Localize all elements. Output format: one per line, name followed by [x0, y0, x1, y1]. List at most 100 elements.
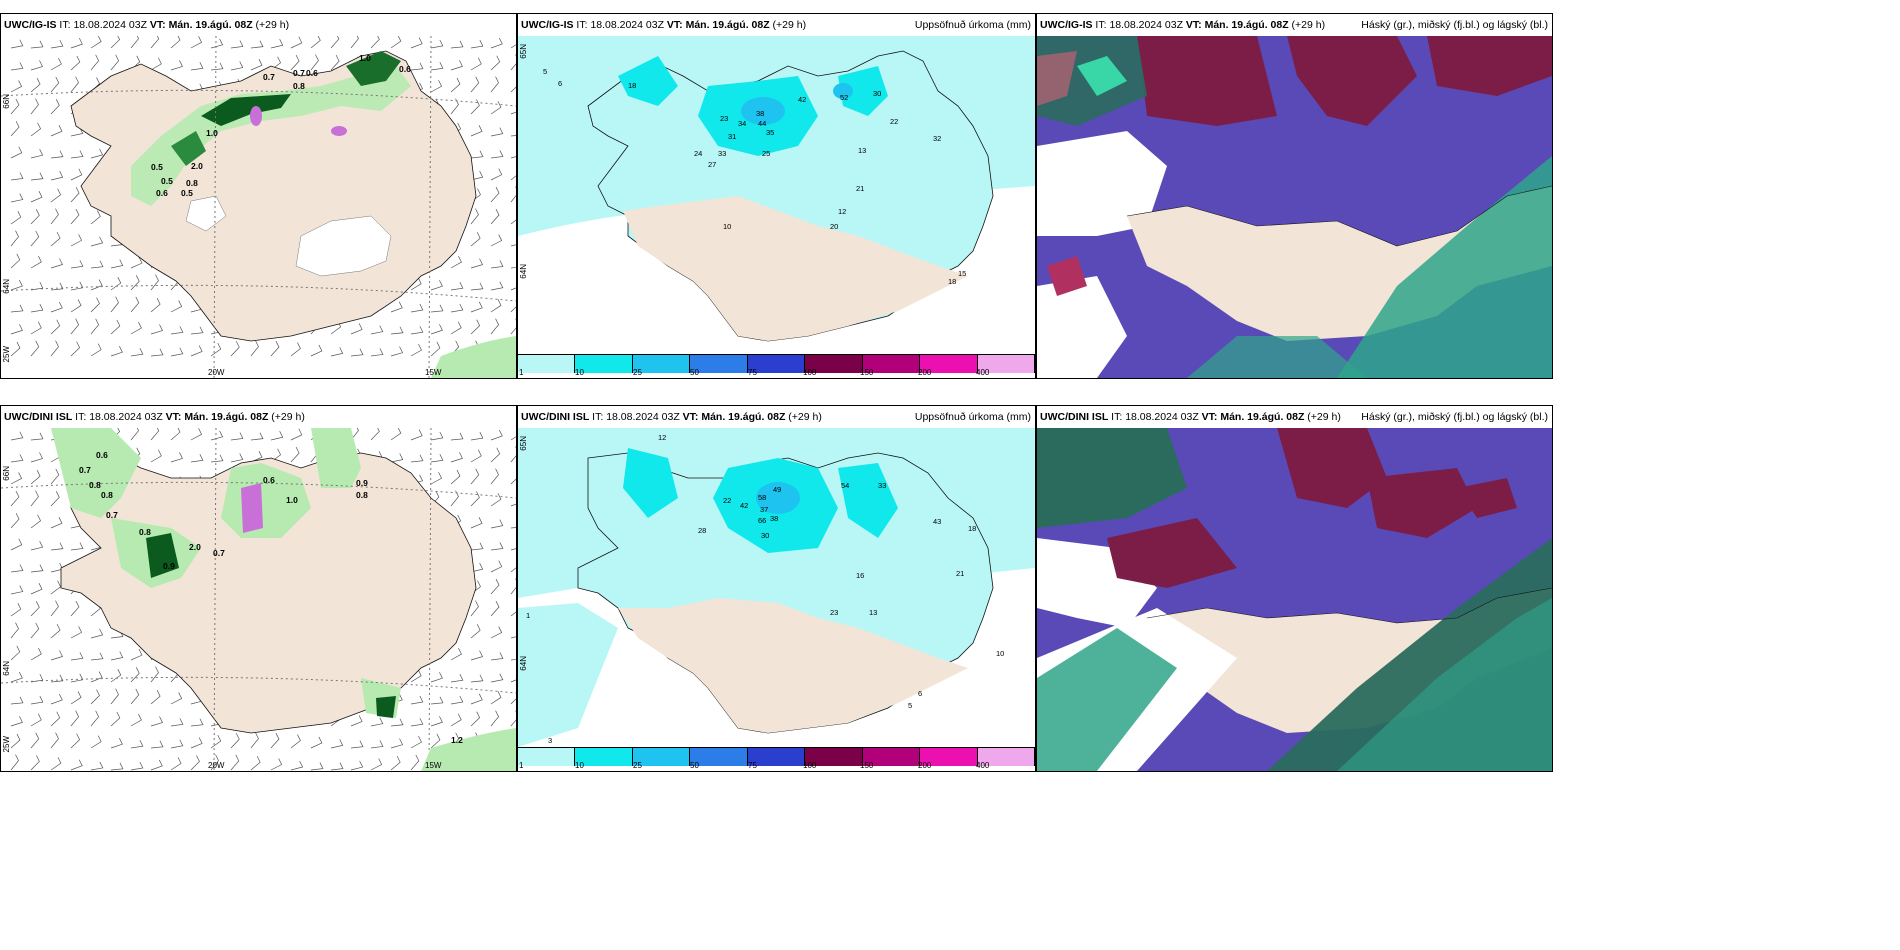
wind-barb [430, 672, 443, 683]
wind-barb [250, 40, 264, 49]
wind-barb [90, 628, 104, 639]
wind-barb [390, 36, 402, 49]
precip-map-canvas: 12 28 22 42 49 58 37 66 38 30 54 33 43 1… [518, 428, 1035, 747]
precip-map-canvas: 5 6 18 23 34 38 44 42 52 30 31 35 24 27 … [518, 36, 1035, 354]
wind-barb [450, 321, 462, 335]
wind-barb [230, 61, 244, 71]
wind-barb [70, 691, 82, 705]
wind-barb [10, 602, 22, 617]
wind-barb [430, 62, 444, 71]
value-label: 33 [878, 481, 886, 490]
wind-barb [350, 760, 364, 771]
wind-barb [50, 171, 64, 181]
it-label: IT: [576, 19, 588, 31]
wind-barb [130, 348, 144, 357]
wind-barb [490, 55, 501, 71]
colorbar-tick: 150 [860, 368, 874, 377]
wind-barb [10, 98, 20, 115]
lead-time: (+29 h) [772, 19, 807, 31]
panel-header: UWC/IG-IS IT: 18.08.2024 03Z VT: Mán. 19… [1037, 14, 1552, 36]
wind-barb [90, 297, 100, 313]
wind-barb [390, 756, 401, 771]
wind-barb [490, 76, 499, 93]
colorbar-swatch [518, 355, 576, 373]
wind-barb [510, 659, 516, 661]
wind-barb [30, 149, 44, 159]
colorbar-swatch [805, 355, 863, 373]
wind-barb [510, 267, 516, 269]
wind-barb [30, 191, 43, 203]
wind-barb [130, 688, 140, 705]
value-label: 31 [728, 132, 736, 141]
value-label: 23 [720, 114, 728, 123]
wind-barb [430, 341, 441, 357]
wind-barb [70, 759, 83, 771]
wind-barb [90, 761, 104, 771]
model-name: UWC/DINI ISL [1040, 411, 1109, 423]
panel-title: Uppsöfnuð úrkoma (mm) [914, 411, 1031, 423]
wind-barb [410, 735, 422, 749]
wind-barb [230, 453, 244, 463]
wind-barb [30, 98, 39, 115]
wind-barb [370, 348, 384, 357]
colorbar-tick: 75 [748, 761, 757, 770]
wind-barb [270, 431, 284, 441]
cloud-map-canvas [1037, 428, 1552, 771]
wind-barb [490, 519, 504, 529]
value-label: 0.7 [263, 72, 275, 82]
wind-barb [470, 468, 480, 485]
wind-barb [470, 150, 484, 159]
wind-barb [390, 718, 404, 727]
wind-barb [10, 622, 19, 639]
wind-barb [10, 193, 24, 203]
wind-barb [470, 170, 484, 181]
vt-value: Mán. 19.ágú. 08Z [1220, 411, 1305, 423]
wind-barb [430, 280, 443, 291]
wind-barb [510, 446, 516, 463]
wind-barb [410, 429, 423, 441]
wind-barb [70, 76, 79, 93]
wind-barb [110, 651, 124, 661]
wind-barb [30, 470, 41, 485]
wind-barb [470, 208, 479, 225]
wind-barb [490, 101, 502, 115]
wind-barb [90, 671, 103, 683]
colorbar-swatch [632, 748, 691, 766]
wind-barb [490, 260, 504, 269]
wind-barb [510, 611, 516, 617]
wind-barb [30, 78, 41, 93]
wind-barb [10, 454, 24, 463]
wind-barb [70, 733, 81, 749]
wind-barb [490, 208, 500, 225]
wind-barb [90, 318, 100, 335]
wind-barb [90, 36, 102, 49]
colorbar-swatch [977, 355, 1035, 373]
value-label: 37 [760, 505, 768, 514]
wind-barb [110, 296, 119, 313]
colorbar-tick: 150 [860, 761, 874, 770]
colorbar-ticks: 1 10 25 50 75 100 150 200 400 [518, 761, 1035, 771]
wind-barb [110, 688, 119, 705]
colorbar-ticks: 1 10 25 50 75 100 150 200 400 [518, 368, 1035, 378]
wind-barb [10, 754, 19, 771]
wind-barb [190, 737, 203, 749]
wind-barb [510, 244, 516, 247]
wind-barb [30, 432, 44, 441]
value-label: 0.6 [399, 64, 411, 74]
wind-barb [470, 282, 484, 291]
wind-barb [290, 36, 303, 49]
wind-barb [170, 428, 181, 441]
wind-barb [50, 319, 61, 335]
wind-barb [50, 125, 63, 137]
wind-barb [190, 454, 204, 463]
lat-label: 66N [2, 466, 11, 481]
wind-barb [150, 666, 159, 683]
wind-barb [510, 710, 516, 727]
value-label: 0.5 [181, 188, 193, 198]
wind-barb [30, 40, 44, 49]
wind-barb [250, 432, 264, 441]
wind-barb [510, 135, 516, 137]
colorbar-tick: 25 [633, 761, 642, 770]
wind-barb [370, 325, 384, 335]
colorbar-swatch [862, 748, 921, 766]
